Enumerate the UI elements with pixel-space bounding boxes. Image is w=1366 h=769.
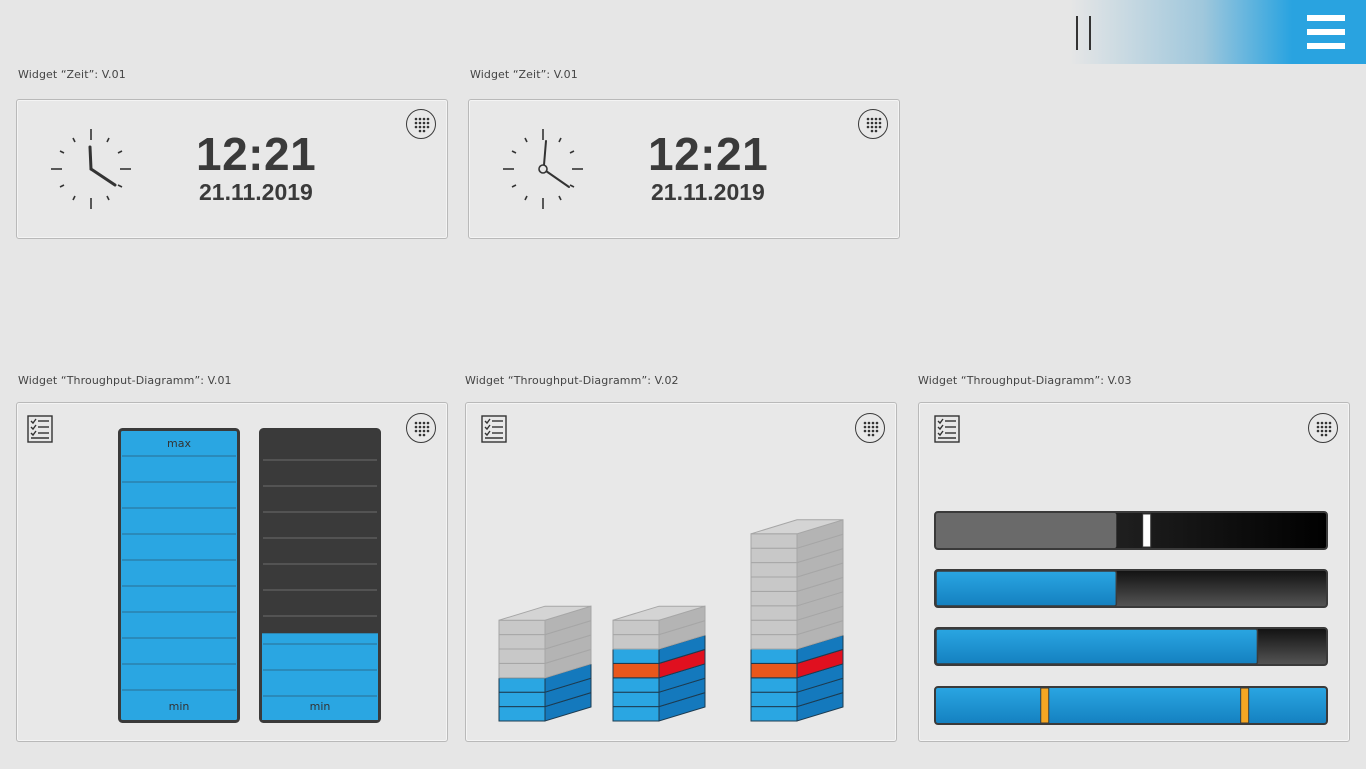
block-front: [498, 706, 546, 722]
block-stack-2: [612, 605, 706, 722]
grid-dots-icon: [414, 117, 430, 133]
stacked-blocks-chart: [498, 519, 844, 722]
block-stack-3: [750, 519, 844, 722]
grid-dots-icon: [1316, 421, 1332, 437]
time-display: 12:21: [196, 128, 317, 180]
block-front: [750, 662, 798, 679]
checklist-icon[interactable]: [934, 415, 960, 443]
block-front: [612, 706, 660, 722]
block-front: [750, 706, 798, 722]
grid-menu-button[interactable]: [406, 109, 436, 139]
block-front: [750, 634, 798, 650]
bar-fill: [936, 513, 1117, 548]
block-front: [750, 547, 798, 564]
block-front: [498, 648, 546, 664]
time-display: 12:21: [648, 128, 769, 180]
grid-menu-button[interactable]: [1308, 413, 1338, 443]
tank-full: [118, 428, 240, 723]
block-front: [750, 605, 798, 621]
block-front: [750, 590, 798, 607]
horizontal-bars: [934, 511, 1328, 725]
time-widget-2: 12:21 21.11.2019: [468, 99, 900, 239]
block-front: [612, 648, 660, 664]
widget-label-time-1: Widget “Zeit”: V.01: [18, 68, 126, 81]
bar-3: [934, 627, 1328, 666]
block-top: [498, 605, 592, 621]
widget-label-throughput-3: Widget “Throughput-Diagramm”: V.03: [918, 374, 1132, 387]
block-front: [750, 562, 798, 578]
throughput-widget-1: max min min: [16, 402, 448, 742]
grid-menu-button[interactable]: [855, 413, 885, 443]
block-front: [612, 662, 660, 679]
block-front: [498, 691, 546, 708]
block-top: [612, 605, 706, 621]
block-front: [612, 677, 660, 693]
grid-dots-icon: [863, 421, 879, 437]
range-marker: [1040, 687, 1050, 724]
bar-track: [934, 686, 1328, 725]
block-front: [498, 662, 546, 679]
grid-dots-icon: [866, 117, 882, 133]
tank-max-label: max: [167, 437, 191, 450]
bar-2: [934, 569, 1328, 608]
block-front: [750, 691, 798, 708]
throughput-widget-2: [465, 402, 897, 742]
grid-menu-button[interactable]: [858, 109, 888, 139]
bar-1: [934, 511, 1328, 550]
block-front: [612, 619, 660, 636]
checklist-icon[interactable]: [27, 415, 53, 443]
bar-fill: [935, 570, 1118, 607]
block-front: [750, 619, 798, 636]
time-widget-1: 12:21 21.11.2019: [16, 99, 448, 239]
hamburger-menu-icon[interactable]: [1307, 14, 1345, 50]
slider-handle: [1142, 513, 1152, 548]
block-top: [750, 519, 844, 535]
date-display: 21.11.2019: [199, 179, 313, 205]
block-stack-1: [498, 605, 592, 722]
analog-clock-icon: [503, 129, 583, 209]
widget-label-throughput-1: Widget “Throughput-Diagramm”: V.01: [18, 374, 232, 387]
bar-fill: [935, 628, 1259, 665]
bar-4: [934, 686, 1328, 725]
block-front: [612, 691, 660, 708]
block-front: [498, 619, 546, 636]
block-front: [750, 648, 798, 664]
block-front: [750, 677, 798, 693]
grid-menu-button[interactable]: [406, 413, 436, 443]
date-display: 21.11.2019: [651, 179, 765, 205]
pause-icon[interactable]: [1074, 16, 1096, 50]
block-front: [498, 677, 546, 693]
analog-clock-icon: [51, 129, 131, 209]
block-front: [750, 576, 798, 592]
block-front: [612, 634, 660, 650]
range-marker: [1240, 687, 1250, 724]
tank-min-label: min: [309, 700, 331, 713]
tank-partial: [259, 428, 381, 723]
grid-dots-icon: [414, 421, 430, 437]
widget-label-throughput-2: Widget “Throughput-Diagramm”: V.02: [465, 374, 679, 387]
checklist-icon[interactable]: [481, 415, 507, 443]
tank-min-label: min: [168, 700, 190, 713]
throughput-widget-3: [918, 402, 1350, 742]
block-front: [750, 533, 798, 549]
block-front: [498, 634, 546, 650]
widget-label-time-2: Widget “Zeit”: V.01: [470, 68, 578, 81]
